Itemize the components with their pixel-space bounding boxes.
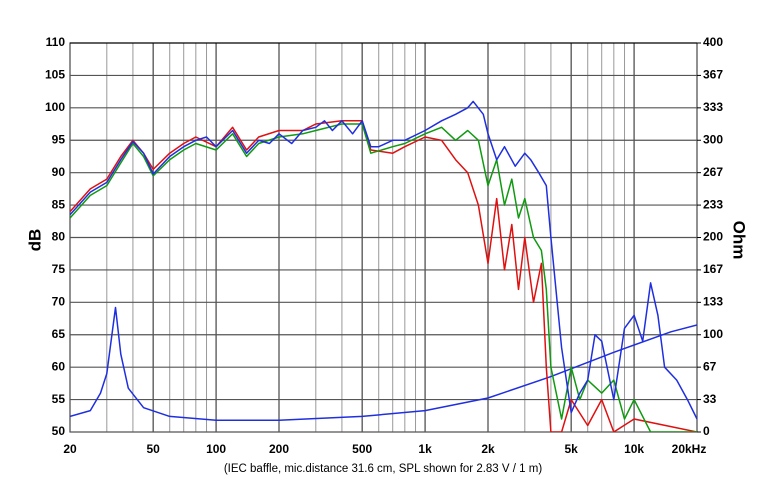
y-axis-title: dB [25, 229, 44, 252]
x-axis-title: (IEC baffle, mic.distance 31.6 cm, SPL s… [224, 463, 542, 475]
x-tick-label: 5k [564, 442, 578, 456]
y2-tick-label: 0 [703, 424, 710, 438]
x-tick-label: 500 [352, 442, 372, 456]
y2-tick-label: 33 [703, 392, 717, 406]
y2-tick-label: 67 [703, 359, 717, 373]
y-tick-label: 80 [52, 230, 66, 244]
y2-tick-label: 300 [703, 132, 723, 146]
y-tick-label: 75 [52, 262, 66, 276]
x-tick-label: 50 [146, 442, 160, 456]
y2-tick-label: 267 [703, 165, 723, 179]
y2-tick-label: 200 [703, 230, 723, 244]
response-line [70, 306, 697, 422]
x-tick-label: 2k [481, 442, 495, 456]
y-tick-label: 100 [45, 100, 65, 114]
y-tick-label: 90 [52, 165, 66, 179]
y2-axis-title: Ohm [730, 221, 749, 260]
y-tick-label: 85 [52, 197, 66, 211]
y-tick-label: 65 [52, 327, 66, 341]
x-tick-label: 100 [206, 442, 226, 456]
y-tick-label: 60 [52, 359, 66, 373]
y-tick-label: 70 [52, 295, 66, 309]
y2-tick-label: 133 [703, 295, 723, 309]
y-tick-label: 105 [45, 68, 65, 82]
y2-tick-label: 400 [703, 35, 723, 49]
y2-tick-label: 167 [703, 262, 723, 276]
y-tick-label: 55 [52, 392, 66, 406]
y-tick-label: 110 [46, 35, 66, 49]
y-tick-label: 50 [52, 424, 66, 438]
y2-tick-label: 333 [703, 100, 723, 114]
x-tick-label: 200 [269, 442, 289, 456]
x-tick-label: 10k [624, 442, 644, 456]
series-group [70, 100, 697, 432]
response-line [70, 100, 697, 420]
x-tick-label: 20kHz [672, 442, 707, 456]
y2-tick-label: 367 [703, 68, 723, 82]
x-tick-label: 20 [63, 442, 77, 456]
y2-tick-label: 100 [703, 327, 723, 341]
x-tick-label: 1k [418, 442, 432, 456]
response-line [70, 123, 697, 432]
y-tick-label: 95 [52, 132, 66, 146]
y2-tick-label: 233 [703, 197, 723, 211]
response-line [70, 120, 697, 432]
